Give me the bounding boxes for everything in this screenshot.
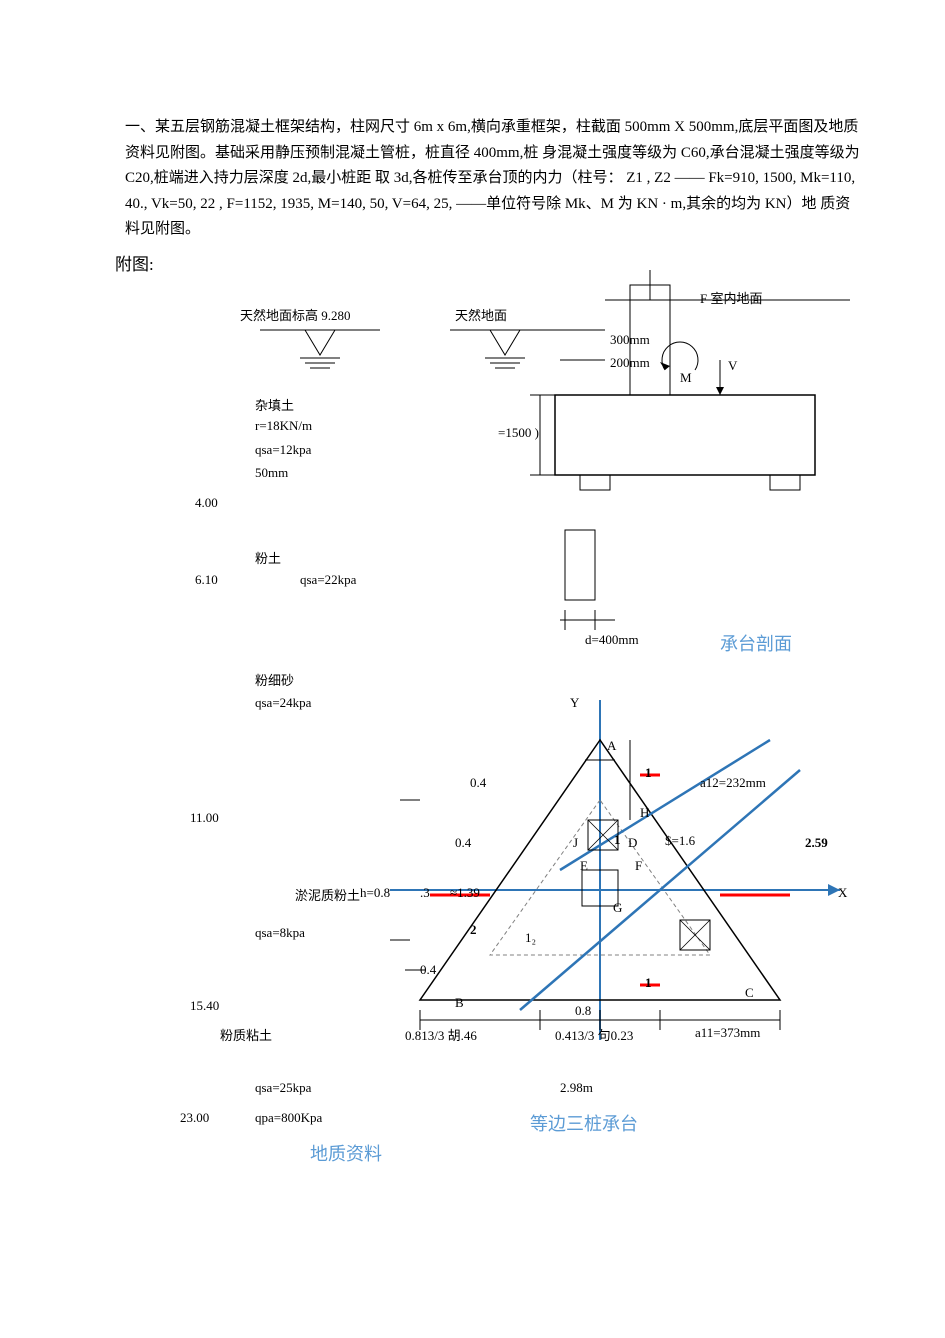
tri-2: 2: [470, 922, 477, 938]
layer2-depth: 11.00: [190, 810, 219, 826]
dim-300: 300mm: [610, 332, 650, 348]
layer4-qsa: qsa=25kpa: [255, 1080, 311, 1096]
layer0-depth: 4.00: [195, 495, 218, 511]
tri-bottom-right: 0.413/3 句0.23: [555, 1025, 633, 1044]
m-label: M: [680, 370, 692, 386]
v-label: V: [728, 358, 737, 374]
tri-C: C: [745, 985, 754, 1001]
ground-label: 天然地面: [455, 305, 507, 324]
geology-title: 地质资料: [310, 1140, 382, 1166]
dim-1500: =1500 ): [498, 425, 539, 441]
tri-08: 0.8: [575, 1003, 591, 1019]
dim-200: 200mm: [610, 355, 650, 371]
tri-a11: a11=373mm: [695, 1025, 760, 1041]
tri-X: X: [838, 885, 847, 901]
tri-04-1: 0.4: [470, 775, 486, 791]
diagrams-svg: [0, 0, 945, 1338]
tri-04-3: 0.4: [420, 962, 436, 978]
tri-a3: .3: [420, 885, 430, 901]
tri-F: F: [635, 858, 642, 874]
tri-Y: Y: [570, 695, 579, 711]
tri-bottom-left: 0.813/3 胡.46: [405, 1025, 477, 1044]
tri-J: J: [573, 835, 578, 851]
tri-A: A: [607, 738, 616, 754]
page: 一、某五层钢筋混凝土框架结构，柱网尺寸 6m x 6m,横向承重框架，柱截面 5…: [0, 0, 945, 1338]
tri-a12: a12=232mm: [700, 775, 766, 791]
tri-D: D: [628, 835, 637, 851]
layer2-qsa: qsa=24kpa: [255, 695, 311, 711]
d-label: d=400mm: [585, 632, 639, 648]
layer2-name: 粉细砂: [255, 670, 294, 689]
tri-259: 2.59: [805, 835, 828, 851]
layer1-depth: 6.10: [195, 572, 218, 588]
tri-139: ≈1.39: [450, 885, 480, 901]
layer4-qpa: qpa=800Kpa: [255, 1110, 322, 1126]
tri-12: 1₂: [525, 930, 536, 946]
layer0-qsa: qsa=12kpa: [255, 442, 311, 458]
layer0-extra: 50mm: [255, 465, 288, 481]
layer3-name: 淤泥质粉土: [295, 885, 360, 904]
tri-1a: 1: [645, 765, 652, 781]
tri-title: 等边三桩承台: [530, 1110, 638, 1136]
tri-h: h=0.8: [360, 885, 390, 901]
tri-E: E: [580, 858, 588, 874]
tri-B: B: [455, 995, 464, 1011]
layer3-depth: 15.40: [190, 998, 219, 1014]
layer0-r: r=18KN/m: [255, 418, 312, 434]
tri-298: 2.98m: [560, 1080, 593, 1096]
tri-04-2: 0.4: [455, 835, 471, 851]
tri-16: $=1.6: [665, 833, 695, 849]
layer3-qsa: qsa=8kpa: [255, 925, 305, 941]
tri-1c: 1: [645, 975, 652, 991]
layer0-name: 杂填土: [255, 395, 294, 414]
layer1-name: 粉土: [255, 548, 281, 567]
section-title: 承台剖面: [720, 630, 792, 656]
layer4-depth: 23.00: [180, 1110, 209, 1126]
elev-label: 天然地面标高 9.280: [240, 305, 351, 324]
tri-H: H: [640, 805, 649, 821]
indoor-label: F 室内地面: [700, 288, 762, 307]
tri-G: G: [613, 900, 622, 916]
layer4-name: 粉质粘土: [220, 1025, 272, 1044]
tri-1b: 1: [614, 832, 621, 848]
layer1-qsa: qsa=22kpa: [300, 572, 356, 588]
